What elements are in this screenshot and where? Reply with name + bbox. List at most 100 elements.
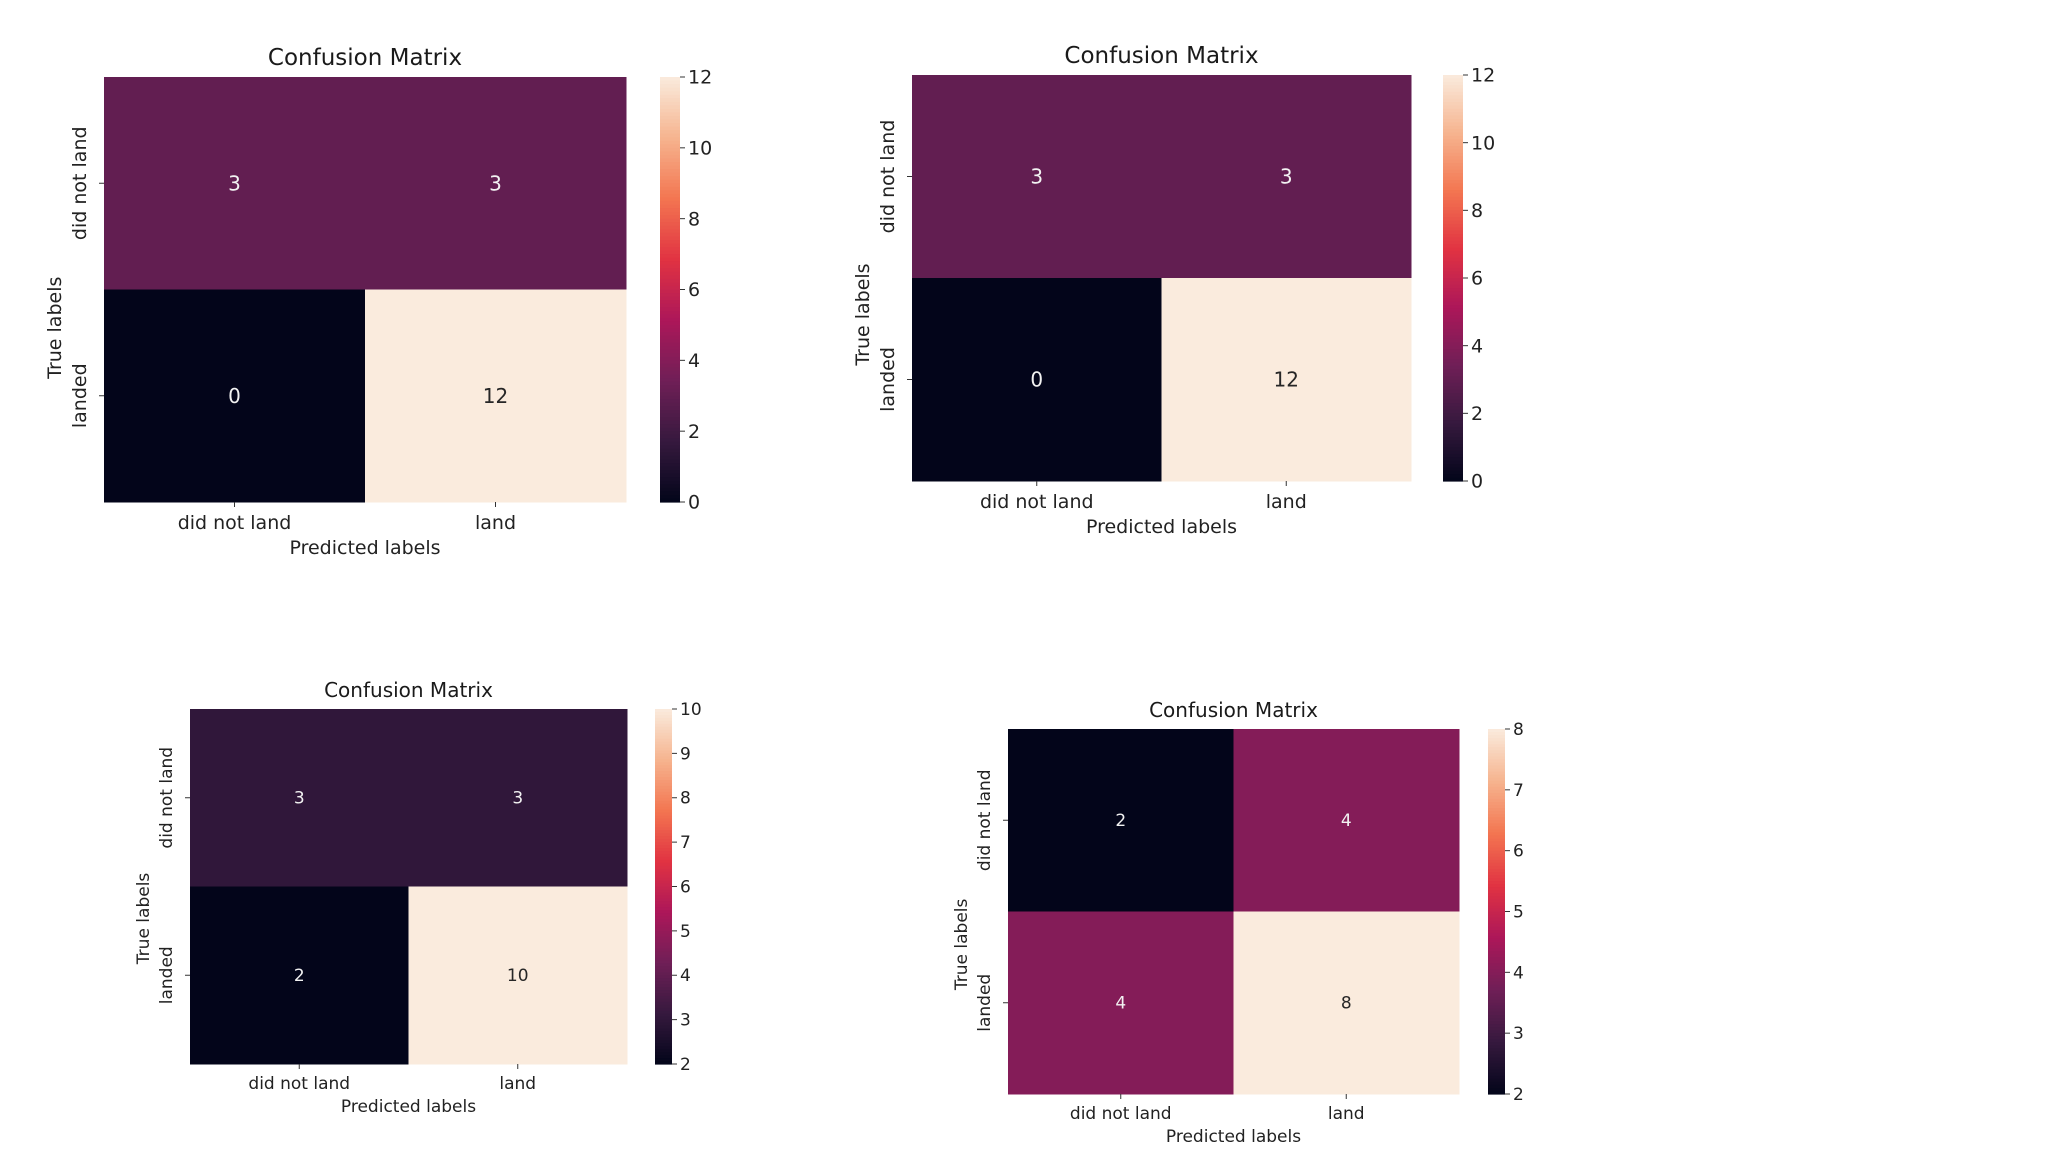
colorbar-segment [655,845,672,849]
colorbar-segment [1443,125,1463,130]
colorbar-tick-label: 10 [688,137,712,159]
colorbar-segment [660,307,680,312]
colorbar-segment [1443,308,1463,313]
cell-value-label: 3 [1030,165,1043,189]
colorbar-segment [660,130,680,135]
colorbar-segment [660,162,680,167]
colorbar-segment [660,108,680,114]
colorbar-segment [655,839,672,843]
colorbar-segment [655,851,672,855]
colorbar-segment [655,922,672,926]
colorbar-segment [1488,999,1505,1004]
colorbar-segment [660,360,680,365]
colorbar-segment [655,1010,672,1015]
colorbar-segment [655,842,672,846]
colorbar-segment [1443,457,1463,462]
colorbar-segment [660,257,680,262]
colorbar-segment [655,963,672,967]
colorbar-tick-label: 2 [680,1055,691,1075]
colorbar-segment [1443,118,1463,123]
colorbar-segment [660,289,680,294]
colorbar-segment [660,367,680,372]
colorbar-segment [660,204,680,209]
colorbar-segment [1443,213,1463,218]
colorbar-segment [1488,1045,1505,1049]
colorbar-segment [655,1052,672,1056]
colorbar-segment [1443,220,1463,225]
colorbar-segment [655,833,672,837]
colorbar-tick-label: 8 [1471,200,1483,222]
colorbar-segment [1488,966,1505,970]
colorbar-segment [1488,960,1505,964]
colorbar-segment [1488,875,1505,879]
cell-value-label: 2 [1115,811,1126,831]
colorbar-segment [660,264,680,269]
colorbar-tick-label: 0 [1471,471,1483,493]
colorbar-segment [655,762,672,766]
colorbar-segment [660,374,680,379]
colorbar-segment [1488,741,1505,745]
colorbar-segment [1443,382,1463,387]
colorbar-segment [660,385,680,390]
colorbar-segment [1443,78,1463,83]
chart-title: Confusion Matrix [268,45,462,71]
heatmap-cell [1233,911,1460,1095]
chart-title: Confusion Matrix [1064,43,1258,69]
colorbar-segment [660,239,680,245]
colorbar-segment [655,874,672,879]
colorbar-segment [660,126,680,131]
colorbar-segment [660,300,680,305]
colorbar-tick-label: 6 [688,279,700,301]
colorbar-segment [1488,914,1505,919]
colorbar-segment [1488,786,1505,791]
colorbar-segment [655,957,672,962]
colorbar-segment [1443,440,1463,445]
colorbar-segment [1443,393,1463,398]
colorbar-segment [1488,771,1505,776]
colorbar-segment [655,1025,672,1030]
colorbar-segment [1488,935,1505,940]
colorbar-segment [660,98,680,103]
colorbar-segment [1443,278,1463,282]
colorbar-segment [1488,902,1505,907]
colorbar-segment [660,197,680,202]
colorbar-segment [660,438,680,443]
colorbar-segment [655,809,672,814]
colorbar-segment [655,945,672,950]
colorbar-segment [660,339,680,344]
colorbar-tick-label: 2 [688,421,700,443]
colorbar-segment [660,225,680,230]
colorbar-segment [655,886,672,891]
colorbar-segment [1443,75,1463,79]
colorbar-segment [1488,881,1505,885]
colorbar-segment [1443,210,1463,215]
heatmap-cell [365,289,627,503]
colorbar-segment [655,1037,672,1041]
colorbar-tick-label: 5 [680,922,691,942]
colorbar-segment [655,714,672,719]
colorbar-segment [660,406,680,411]
colorbar-segment [1488,832,1505,837]
colorbar-segment [1443,227,1463,232]
colorbar-segment [1443,200,1463,205]
colorbar-segment [1488,768,1505,773]
colorbar-tick-label: 4 [1471,335,1483,357]
colorbar-segment [660,459,680,464]
chart-title: Confusion Matrix [324,678,493,702]
y-tick-label: landed [877,347,899,412]
colorbar-segment [1488,917,1505,922]
cell-value-label: 12 [483,384,508,408]
colorbar-tick-label: 10 [1471,132,1495,154]
colorbar-segment [1488,938,1505,943]
colorbar-segment [660,232,680,237]
colorbar-segment [1443,315,1463,320]
colorbar-segment [1443,112,1463,117]
colorbar-segment [660,80,680,85]
colorbar-segment [655,1001,672,1006]
colorbar-segment [1443,369,1463,374]
colorbar-segment [660,470,680,475]
colorbar-segment [660,87,680,92]
colorbar-segment [1488,865,1505,870]
colorbar-tick-label: 4 [688,350,700,372]
